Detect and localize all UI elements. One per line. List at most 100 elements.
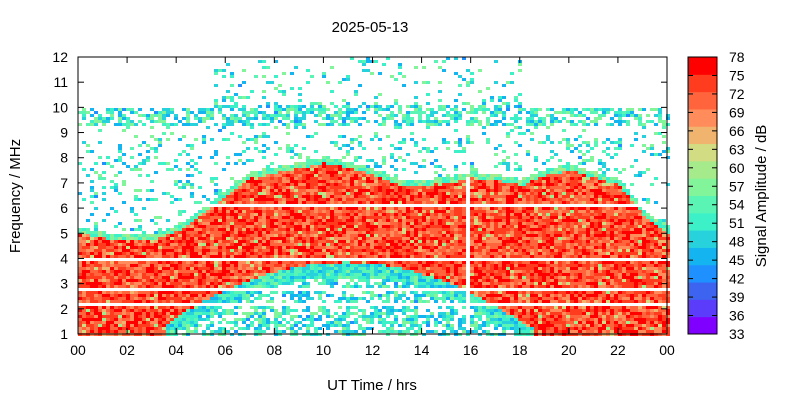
heatmap-cell (186, 285, 190, 288)
heatmap-cell (98, 255, 102, 258)
heatmap-cell (410, 255, 414, 258)
heatmap-cell (106, 267, 110, 270)
heatmap-cell (274, 234, 278, 237)
heatmap-cell (234, 261, 238, 264)
heatmap-cell (130, 306, 134, 309)
heatmap-cell (190, 276, 194, 279)
heatmap-cell (354, 270, 358, 273)
heatmap-cell (318, 234, 322, 237)
heatmap-cell (230, 285, 234, 288)
heatmap-cell (330, 114, 334, 117)
heatmap-cell (458, 324, 462, 327)
heatmap-cell (450, 255, 454, 258)
heatmap-cell (178, 237, 182, 240)
heatmap-cell (78, 267, 82, 270)
heatmap-cell (150, 276, 154, 279)
heatmap-cell (354, 108, 358, 111)
heatmap-cell (250, 111, 254, 114)
heatmap-cell (438, 315, 442, 318)
heatmap-cell (258, 282, 262, 285)
heatmap-cell (98, 294, 102, 297)
heatmap-cell (174, 312, 178, 315)
heatmap-cell (306, 177, 310, 180)
heatmap-cell (274, 117, 278, 120)
heatmap-cell (278, 270, 282, 273)
heatmap-cell (118, 234, 122, 237)
heatmap-cell (434, 273, 438, 276)
heatmap-cell (314, 168, 318, 171)
heatmap-cell (318, 273, 322, 276)
heatmap-cell (206, 126, 210, 129)
heatmap-cell (362, 165, 366, 168)
heatmap-cell (310, 168, 314, 171)
heatmap-cell (478, 273, 482, 276)
heatmap-cell (230, 261, 234, 264)
heatmap-cell (346, 192, 350, 195)
heatmap-cell (482, 255, 486, 258)
heatmap-cell (130, 330, 134, 333)
heatmap-cell (246, 234, 250, 237)
heatmap-cell (466, 138, 470, 141)
heatmap-cell (122, 279, 126, 282)
heatmap-cell (278, 213, 282, 216)
heatmap-cell (154, 243, 158, 246)
heatmap-cell (78, 246, 82, 249)
heatmap-cell (434, 321, 438, 324)
heatmap-cell (470, 174, 474, 177)
heatmap-cell (158, 120, 162, 123)
heatmap-cell (142, 240, 146, 243)
heatmap-cell (246, 273, 250, 276)
heatmap-cell (290, 324, 294, 327)
heatmap-cell (214, 177, 218, 180)
heatmap-cell (286, 264, 290, 267)
heatmap-cell (246, 195, 250, 198)
heatmap-cell (346, 234, 350, 237)
heatmap-cell (186, 162, 190, 165)
heatmap-cell (426, 330, 430, 333)
heatmap-cell (118, 117, 122, 120)
heatmap-cell (474, 111, 478, 114)
heatmap-cell (90, 189, 94, 192)
heatmap-cell (106, 282, 110, 285)
heatmap-cell (234, 330, 238, 333)
heatmap-cell (262, 246, 266, 249)
heatmap-cell (226, 222, 230, 225)
heatmap-cell (130, 207, 134, 210)
heatmap-cell (154, 156, 158, 159)
heatmap-cell (398, 213, 402, 216)
heatmap-cell (130, 228, 134, 231)
heatmap-cell (262, 132, 266, 135)
heatmap-cell (398, 309, 402, 312)
heatmap-cell (198, 255, 202, 258)
heatmap-cell (390, 189, 394, 192)
heatmap-cell (178, 222, 182, 225)
heatmap-cell (334, 273, 338, 276)
heatmap-cell (262, 222, 266, 225)
heatmap-cell (166, 273, 170, 276)
heatmap-cell (246, 249, 250, 252)
heatmap-cell (454, 177, 458, 180)
heatmap-cell (414, 267, 418, 270)
heatmap-cell (446, 285, 450, 288)
heatmap-cell (414, 189, 418, 192)
heatmap-cell (86, 219, 90, 222)
heatmap-cell (86, 294, 90, 297)
heatmap-cell (246, 237, 250, 240)
heatmap-cell (166, 114, 170, 117)
heatmap-cell (98, 264, 102, 267)
heatmap-cell (438, 81, 442, 84)
heatmap-cell (326, 192, 330, 195)
heatmap-cell (250, 198, 254, 201)
heatmap-cell (274, 225, 278, 228)
heatmap-cell (210, 330, 214, 333)
heatmap-cell (358, 210, 362, 213)
heatmap-cell (226, 300, 230, 303)
heatmap-cell (234, 294, 238, 297)
heatmap-cell (298, 237, 302, 240)
heatmap-cell (230, 99, 234, 102)
heatmap-cell (346, 306, 350, 309)
heatmap-cell (358, 213, 362, 216)
heatmap-cell (266, 180, 270, 183)
heatmap-cell (414, 225, 418, 228)
heatmap-cell (186, 174, 190, 177)
